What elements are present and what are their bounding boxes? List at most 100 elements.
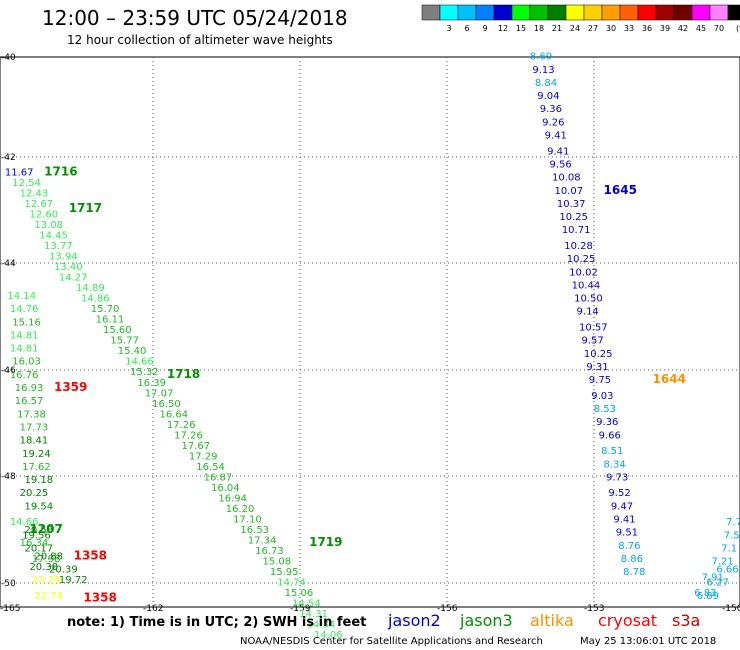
wave-height-value: 19.54	[25, 501, 54, 512]
wave-height-value: 20.39	[49, 564, 78, 575]
wave-height-value: 10.25	[559, 212, 588, 223]
wave-height-value: 9.57	[581, 336, 603, 347]
legend-bin-label: 18	[534, 24, 544, 33]
legend-color-swatch	[727, 4, 740, 21]
satellite-legend-jason3: jason3	[459, 611, 513, 630]
wave-height-value: 8.84	[535, 78, 557, 89]
legend-bin-label: 15	[516, 24, 526, 33]
y-tick-label: -48	[1, 472, 16, 482]
wave-height-value: 9.26	[542, 117, 564, 128]
wave-height-value: 9.66	[599, 430, 621, 441]
pass-time-label: 1644	[653, 372, 686, 386]
wave-height-value: 9.36	[596, 417, 618, 428]
wave-height-value: 14.14	[7, 291, 36, 302]
satellite-legend-altika: altika	[530, 611, 574, 630]
wave-height-value: 8.86	[621, 554, 643, 565]
wave-height-value: 15.77	[110, 336, 139, 347]
pass-time-label: 1358	[74, 548, 107, 562]
legend-color-swatch	[619, 4, 639, 21]
wave-height-value: 20.17	[25, 543, 54, 554]
wave-height-value: 14.66	[125, 357, 154, 368]
pass-time-label: 1716	[44, 164, 77, 178]
wave-height-value: 13.08	[34, 220, 63, 231]
wave-height-value: 9.41	[545, 131, 567, 142]
plot-area: -165 -162 -159 -156 -153 -150 -40 -42 -44 -46 -48 -…	[0, 52, 740, 642]
pass-time-label: 1645	[604, 183, 637, 197]
pass-time-label: 1359	[54, 380, 87, 394]
wave-height-value: 17.26	[167, 420, 196, 431]
wave-height-value: 17.73	[20, 422, 49, 433]
wave-height-value: 22.74	[34, 591, 63, 602]
x-tick-label: -150	[722, 604, 740, 614]
wave-height-value: 16.93	[15, 383, 44, 394]
wave-height-value: 9.04	[537, 91, 559, 102]
wave-height-value: 14.81	[10, 344, 39, 355]
wave-height-value: 18.41	[20, 436, 49, 447]
legend-color-swatch	[475, 4, 495, 21]
legend-bin-label: 36	[642, 24, 652, 33]
wave-height-value: 14.45	[39, 230, 68, 241]
wave-height-value: 9.41	[613, 515, 635, 526]
wave-height-value: 8.53	[594, 404, 616, 415]
y-tick-label: -50	[1, 579, 16, 589]
wave-height-value: 20.58	[25, 525, 54, 536]
satellite-legend-s3a: s3a	[672, 611, 700, 630]
wave-height-value: 16.34	[20, 538, 49, 549]
wave-height-value: 14.31	[299, 609, 328, 620]
wave-height-value: 13.77	[44, 241, 73, 252]
wave-height-value: 9.13	[532, 65, 554, 76]
wave-height-value: 11.67	[5, 167, 34, 178]
tick-labels: -165 -162 -159 -156 -153 -150 -40 -42 -44 -46 -48 -…	[0, 53, 740, 614]
legend-color-swatch	[457, 4, 477, 21]
wave-height-value: 10.25	[567, 254, 596, 265]
legend-unit-label: (ft)	[736, 24, 740, 33]
legend-bin-label: 9	[482, 24, 487, 33]
legend-bin-label: 27	[588, 24, 598, 33]
x-tick-label: -153	[584, 604, 604, 614]
pass-time-label: 1718	[167, 367, 200, 381]
wave-height-value: 9.03	[591, 391, 613, 402]
wave-height-value: 9.52	[608, 488, 630, 499]
x-tick-label: -162	[143, 604, 163, 614]
wave-height-value: 17.10	[233, 515, 262, 526]
wave-height-value: 7.5	[724, 530, 740, 541]
wave-height-value: 12.67	[25, 199, 54, 210]
wave-height-value: 8.51	[601, 446, 623, 457]
legend-bin-label: 39	[660, 24, 670, 33]
footer-credit: NOAA/NESDIS Center for Satellite Applica…	[240, 636, 543, 647]
wave-height-value: 9.51	[616, 528, 638, 539]
wave-height-value: 9.56	[550, 159, 572, 170]
legend-color-swatch	[547, 4, 567, 21]
satellite-legend: jason2 jason3 altika cryosat s3a	[387, 611, 700, 630]
wave-height-value: 16.87	[204, 472, 233, 483]
wave-height-value: 10.28	[564, 241, 593, 252]
wave-height-value: 20.38	[29, 562, 58, 573]
wave-height-value: 6.89	[697, 591, 719, 602]
wave-height-value: 16.04	[211, 483, 240, 494]
wave-height-value: 16.50	[152, 399, 181, 410]
wave-height-value: 8.78	[623, 567, 645, 578]
wave-height-value: 13.94	[49, 252, 78, 263]
wave-height-value: 15.06	[285, 588, 314, 599]
wave-height-value: 17.67	[182, 441, 211, 452]
wave-height-value: 9.36	[540, 104, 562, 115]
footer-timestamp: May 25 13:06:01 UTC 2018	[580, 636, 716, 647]
wave-height-value: 14.76	[10, 304, 39, 315]
wave-height-value: 10.25	[584, 349, 613, 360]
wave-height-value: 16.20	[226, 504, 255, 515]
wave-height-value: 16.54	[196, 462, 225, 473]
y-tick-label: -40	[1, 53, 16, 63]
wave-height-value: 6.66	[716, 564, 738, 575]
wave-height-value: 16.57	[15, 396, 44, 407]
legend-color-swatch	[691, 4, 711, 21]
legend-bin-label: 45	[696, 24, 706, 33]
y-tick-label: -44	[1, 259, 16, 269]
pass-time-label: 1358	[83, 590, 116, 604]
wave-height-value: 14.66	[10, 517, 39, 528]
data-points: 8.69 9.13 8.84 9.04 9.36 9.26 9.41 9.41 9.56 10.0…	[5, 52, 740, 642]
x-tick-label: -159	[290, 604, 311, 614]
footer-note: note: 1) Time is in UTC; 2) SWH is in fe…	[67, 615, 366, 630]
legend-bin-label: 70	[714, 24, 724, 33]
wave-height-value: 6.83	[694, 588, 716, 599]
plot-frame	[0, 56, 740, 608]
